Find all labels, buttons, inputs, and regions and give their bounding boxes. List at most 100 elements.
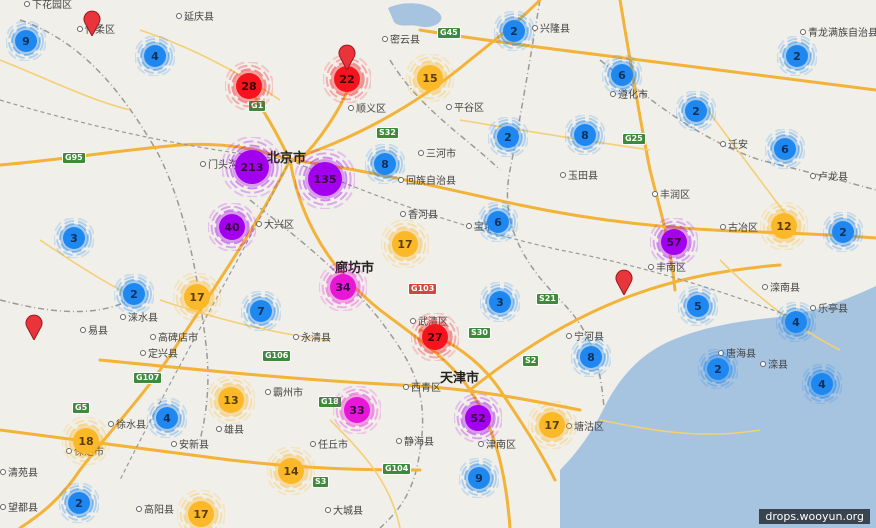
marker-cluster[interactable]: 14 (266, 446, 316, 496)
marker-cluster[interactable]: 52 (453, 393, 503, 443)
marker-cluster[interactable]: 8 (364, 143, 406, 185)
cluster-graphic: 4 (801, 363, 843, 405)
place-label: 门头沟 (200, 160, 238, 172)
cluster-halo (570, 120, 600, 150)
cluster-halo (779, 38, 815, 74)
cluster-core (188, 501, 214, 527)
marker-cluster[interactable]: 40 (207, 202, 257, 252)
road-shield: G18 (318, 396, 342, 408)
map-pin-icon[interactable] (337, 44, 357, 74)
marker-cluster[interactable]: 17 (176, 489, 226, 528)
marker-cluster[interactable]: 2 (675, 90, 717, 132)
cluster-core (236, 73, 262, 99)
place-label: 大兴区 (256, 220, 294, 232)
map-pin-icon[interactable] (614, 269, 634, 299)
marker-cluster[interactable]: 34 (318, 262, 368, 312)
cluster-graphic: 9 (458, 457, 500, 499)
cluster-core (465, 405, 491, 431)
place-label: 乐亭县 (810, 304, 848, 316)
cluster-halo (573, 339, 609, 375)
road-shield: G1 (248, 100, 267, 112)
marker-cluster[interactable]: 28 (224, 61, 274, 111)
cluster-halo (243, 293, 279, 329)
cluster-graphic: 2 (776, 35, 818, 77)
road-shield: G5 (72, 402, 91, 414)
marker-cluster[interactable]: 4 (134, 35, 176, 77)
marker-cluster[interactable]: 5 (677, 285, 719, 327)
marker-cluster[interactable]: 135 (294, 148, 356, 210)
marker-cluster[interactable]: 4 (146, 397, 188, 439)
cluster-core (156, 407, 178, 429)
cluster-core (661, 229, 687, 255)
marker-cluster[interactable]: 27 (410, 312, 460, 362)
map-pin-icon[interactable] (82, 10, 102, 40)
marker-cluster[interactable]: 3 (479, 281, 521, 323)
marker-cluster[interactable]: 3 (53, 217, 95, 259)
cluster-count: 18 (78, 435, 93, 448)
marker-cluster[interactable]: 7 (240, 290, 282, 332)
cluster-halo (225, 140, 279, 194)
cluster-graphic: 2 (675, 90, 717, 132)
cluster-graphic: 17 (380, 219, 430, 269)
place-label: 涞水县 (120, 313, 158, 325)
cluster-core (219, 214, 245, 240)
cluster-count: 8 (381, 158, 389, 171)
cluster-halo (8, 23, 44, 59)
marker-cluster[interactable]: 12 (759, 201, 809, 251)
marker-cluster[interactable]: 17 (380, 219, 430, 269)
marker-cluster[interactable]: 6 (477, 201, 519, 243)
marker-cluster[interactable]: 2 (776, 35, 818, 77)
marker-cluster[interactable]: 213 (221, 136, 283, 198)
marker-cluster[interactable]: 2 (493, 10, 535, 52)
marker-cluster[interactable]: 9 (458, 457, 500, 499)
marker-cluster[interactable]: 8 (570, 336, 612, 378)
marker-cluster[interactable]: 6 (764, 128, 806, 170)
place-label: 易县 (80, 326, 108, 338)
cluster-halo (807, 369, 837, 399)
place-label: 高碑店市 (150, 333, 198, 345)
cluster-graphic: 2 (58, 482, 100, 524)
place-label: 兴隆县 (532, 24, 570, 36)
map-pin-icon[interactable] (24, 314, 44, 344)
marker-cluster[interactable]: 17 (527, 400, 577, 450)
marker-cluster[interactable]: 4 (801, 363, 843, 405)
cluster-halo (766, 208, 802, 244)
marker-cluster[interactable]: 33 (332, 385, 382, 435)
cluster-core (63, 227, 85, 249)
cluster-graphic: 2 (113, 273, 155, 315)
cluster-halo (59, 223, 89, 253)
marker-cluster[interactable]: 8 (564, 114, 606, 156)
cluster-halo (61, 485, 97, 521)
place-label: 西青区 (403, 383, 441, 395)
cluster-count: 40 (224, 221, 240, 234)
cluster-core (611, 64, 633, 86)
marker-cluster[interactable]: 6 (601, 54, 643, 96)
marker-cluster[interactable]: 18 (61, 416, 111, 466)
marker-cluster[interactable]: 57 (649, 217, 699, 267)
cluster-count: 34 (335, 281, 351, 294)
marker-cluster[interactable]: 2 (58, 482, 100, 524)
cluster-halo (231, 68, 267, 104)
cluster-graphic: 2 (493, 10, 535, 52)
cluster-count: 2 (504, 131, 512, 144)
marker-cluster[interactable]: 2 (487, 116, 529, 158)
cluster-halo (298, 152, 352, 206)
marker-cluster[interactable]: 13 (206, 375, 256, 425)
place-label: 霸州市 (265, 388, 303, 400)
marker-cluster[interactable]: 2 (697, 348, 739, 390)
marker-cluster[interactable]: 2 (822, 211, 864, 253)
marker-cluster[interactable]: 9 (5, 20, 47, 62)
cluster-count: 8 (587, 351, 595, 364)
place-label: 滦县 (760, 360, 788, 372)
cluster-halo (175, 275, 219, 319)
cluster-halo (209, 378, 253, 422)
marker-cluster[interactable]: 17 (172, 272, 222, 322)
marker-cluster[interactable]: 4 (775, 301, 817, 343)
cluster-halo (770, 134, 800, 164)
cluster-halo (269, 449, 313, 493)
place-label: 唐海县 (718, 349, 756, 361)
marker-cluster[interactable]: 2 (113, 273, 155, 315)
marker-cluster[interactable]: 15 (405, 53, 455, 103)
watermark: drops.wooyun.org (759, 509, 870, 524)
